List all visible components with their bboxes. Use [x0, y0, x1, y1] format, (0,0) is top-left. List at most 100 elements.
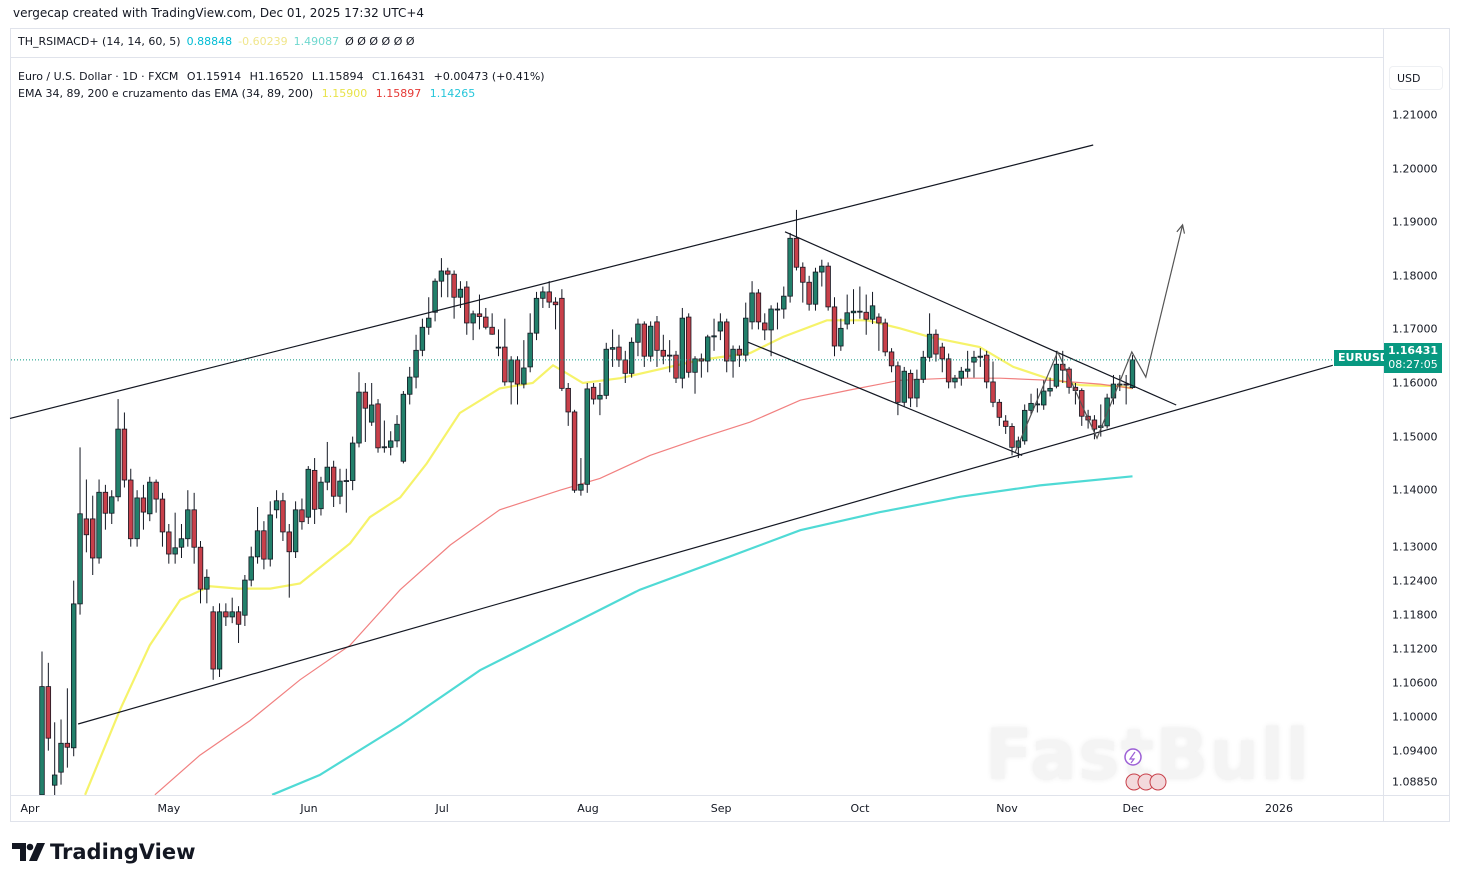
candle[interactable]: [261, 521, 267, 570]
candle[interactable]: [863, 294, 869, 335]
candle[interactable]: [102, 484, 109, 530]
candle[interactable]: [983, 350, 990, 389]
candle[interactable]: [597, 383, 603, 416]
candle[interactable]: [660, 334, 667, 365]
candle[interactable]: [907, 369, 914, 408]
candle[interactable]: [457, 281, 464, 308]
candle[interactable]: [514, 356, 521, 405]
candle[interactable]: [730, 345, 736, 378]
candle[interactable]: [394, 415, 400, 448]
candle[interactable]: [178, 523, 185, 558]
indicator-legend[interactable]: TH_RSIMACD+ (14, 14, 60, 5) 0.88848 -0.602…: [18, 35, 421, 48]
candle[interactable]: [267, 501, 273, 567]
candle[interactable]: [172, 512, 178, 564]
candle[interactable]: [755, 289, 762, 330]
candle[interactable]: [426, 297, 432, 335]
candle[interactable]: [349, 436, 356, 491]
candle[interactable]: [311, 458, 318, 524]
candle[interactable]: [254, 506, 261, 564]
candle[interactable]: [584, 383, 590, 493]
candle[interactable]: [432, 278, 438, 322]
candle[interactable]: [1047, 377, 1053, 397]
candle[interactable]: [819, 259, 825, 287]
candle[interactable]: [654, 316, 660, 367]
candle[interactable]: [533, 291, 540, 341]
candle[interactable]: [39, 651, 45, 796]
candle[interactable]: [83, 479, 90, 553]
candle[interactable]: [647, 321, 654, 362]
candle[interactable]: [235, 606, 242, 643]
economic-event-icon[interactable]: [1124, 748, 1142, 766]
candle[interactable]: [964, 350, 971, 378]
candle[interactable]: [717, 313, 724, 341]
candle[interactable]: [857, 286, 863, 319]
candle[interactable]: [64, 688, 71, 768]
candle[interactable]: [356, 372, 362, 448]
candle[interactable]: [666, 340, 673, 373]
candle[interactable]: [609, 329, 616, 367]
candle[interactable]: [914, 369, 920, 408]
candle[interactable]: [502, 318, 508, 386]
ema-legend[interactable]: EMA 34, 89, 200 e cruzamento das EMA (34…: [18, 85, 550, 102]
candle[interactable]: [1129, 355, 1136, 389]
candle[interactable]: [812, 267, 819, 311]
candle[interactable]: [445, 267, 451, 298]
candle[interactable]: [876, 313, 882, 351]
candle[interactable]: [324, 441, 330, 491]
candle[interactable]: [248, 546, 254, 587]
candle[interactable]: [1009, 423, 1015, 456]
candle[interactable]: [831, 297, 838, 357]
candle[interactable]: [1104, 393, 1110, 429]
candle[interactable]: [692, 356, 698, 394]
candle[interactable]: [286, 523, 292, 598]
candle[interactable]: [223, 603, 229, 626]
candle[interactable]: [1002, 415, 1009, 434]
candle[interactable]: [273, 490, 280, 519]
candle[interactable]: [159, 492, 166, 547]
candle[interactable]: [920, 350, 926, 383]
candle[interactable]: [368, 383, 375, 426]
candle[interactable]: [521, 340, 527, 389]
candle[interactable]: [1053, 350, 1060, 389]
candle[interactable]: [337, 468, 343, 505]
candle[interactable]: [508, 356, 514, 405]
candle[interactable]: [768, 305, 774, 357]
candle[interactable]: [1091, 415, 1098, 440]
candle[interactable]: [958, 366, 964, 386]
candle[interactable]: [464, 281, 470, 335]
candle[interactable]: [552, 297, 559, 330]
candle[interactable]: [736, 345, 743, 367]
candle[interactable]: [280, 492, 286, 541]
candle[interactable]: [641, 321, 647, 367]
candle[interactable]: [926, 313, 933, 362]
candle[interactable]: [375, 399, 381, 453]
candle[interactable]: [362, 383, 369, 442]
candle[interactable]: [698, 353, 705, 378]
candle[interactable]: [147, 476, 153, 522]
candle[interactable]: [825, 262, 831, 311]
ema-line-2[interactable]: [154, 377, 1133, 796]
candle[interactable]: [413, 334, 419, 389]
candle[interactable]: [210, 606, 216, 680]
candle[interactable]: [565, 383, 571, 426]
candle[interactable]: [540, 286, 546, 308]
candle[interactable]: [628, 337, 635, 378]
candle[interactable]: [197, 540, 204, 604]
candle[interactable]: [743, 302, 749, 362]
candle[interactable]: [622, 350, 628, 383]
candle[interactable]: [407, 366, 413, 405]
candle[interactable]: [318, 476, 324, 516]
candle[interactable]: [616, 334, 622, 367]
candle[interactable]: [977, 348, 984, 367]
candle[interactable]: [115, 399, 121, 502]
candle[interactable]: [204, 569, 210, 604]
candle[interactable]: [77, 447, 83, 615]
candle[interactable]: [121, 412, 128, 488]
candle[interactable]: [292, 501, 299, 558]
candle[interactable]: [242, 574, 248, 626]
candle[interactable]: [559, 289, 565, 392]
candle[interactable]: [128, 468, 134, 547]
us-flag-icon[interactable]: [1149, 773, 1167, 791]
descending-upper-drawing[interactable]: [784, 231, 1177, 406]
candle[interactable]: [590, 383, 597, 405]
